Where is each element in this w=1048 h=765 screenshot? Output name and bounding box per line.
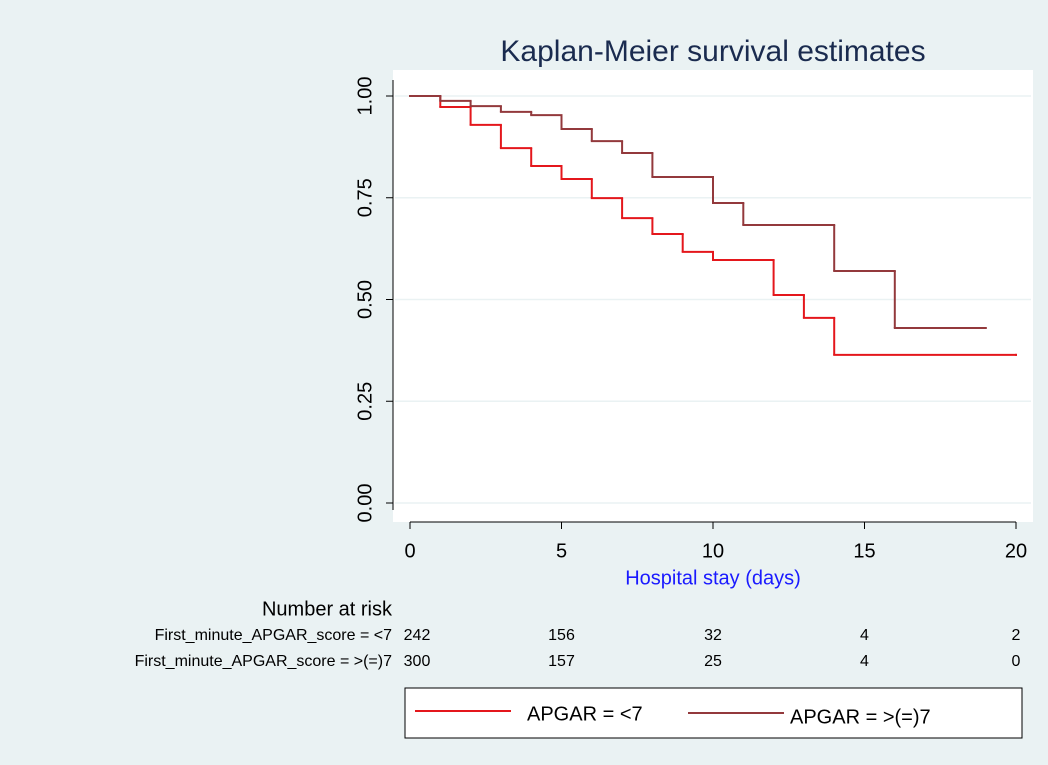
y-tick-label: 1.00 [354,77,376,116]
y-tick-label: 0.50 [354,280,376,319]
risk-row-label: First_minute_APGAR_score = <7 [155,627,393,644]
risk-row-label: First_minute_APGAR_score = >(=)7 [135,653,393,670]
risk-count: 32 [704,627,722,644]
x-tick-label: 15 [853,540,875,562]
x-tick-label: 10 [702,540,724,562]
risk-count: 300 [404,653,431,670]
x-tick-label: 5 [556,540,567,562]
x-axis-label: Hospital stay (days) [625,567,801,589]
legend-label: APGAR = <7 [527,703,643,725]
risk-table-title: Number at risk [262,598,393,620]
risk-count: 242 [404,627,431,644]
risk-count: 4 [860,653,869,670]
risk-count: 156 [548,627,575,644]
risk-count: 25 [704,653,722,670]
y-tick-label: 0.25 [354,382,376,421]
legend-label: APGAR = >(=)7 [790,706,931,728]
risk-count: 0 [1012,653,1021,670]
chart-title: Kaplan-Meier survival estimates [500,35,925,68]
y-tick-label: 0.00 [354,484,376,523]
x-tick-label: 0 [404,540,415,562]
risk-count: 4 [860,627,869,644]
risk-count: 2 [1012,627,1021,644]
plot-region [393,70,1033,522]
y-tick-label: 0.75 [354,178,376,217]
x-tick-label: 20 [1005,540,1027,562]
risk-count: 157 [548,653,575,670]
